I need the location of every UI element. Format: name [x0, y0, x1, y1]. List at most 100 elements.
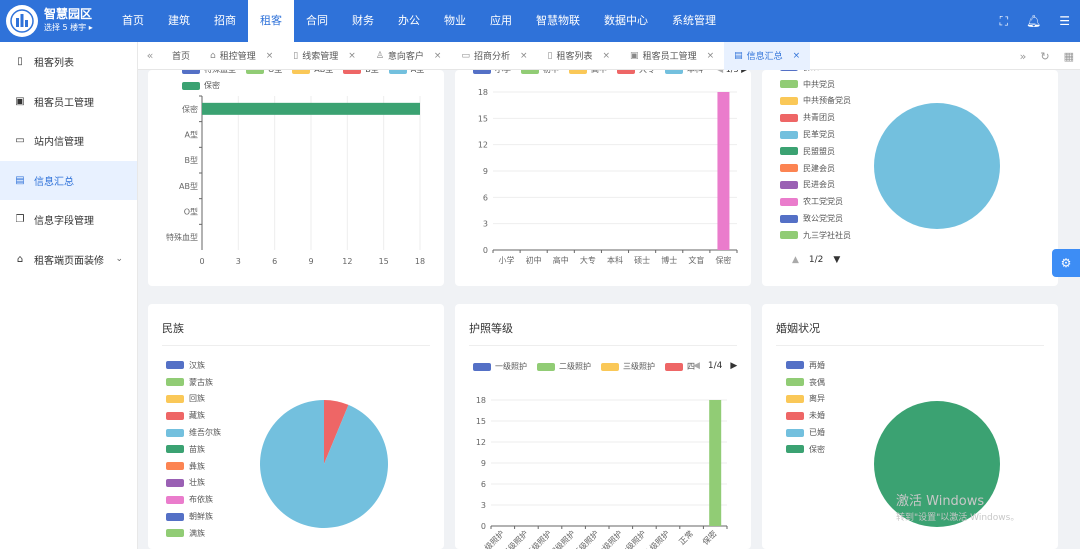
page-next-icon[interactable]: ▶	[730, 361, 738, 371]
tab-5[interactable]: ▯ 租客列表 ×	[538, 42, 621, 70]
legend-item[interactable]: 维吾尔族	[166, 424, 221, 441]
legend-item[interactable]: 农工党党员	[780, 193, 851, 210]
tab-1[interactable]: ⌂ 租控管理 ×	[200, 42, 283, 70]
bar[interactable]	[202, 102, 420, 115]
legend-item[interactable]: 一级照护	[473, 361, 527, 372]
legend-item[interactable]: 满族	[166, 525, 221, 542]
nav-item-7[interactable]: 物业	[444, 14, 466, 27]
grid-icon[interactable]: ▦	[1063, 49, 1074, 63]
sidebar-item-3[interactable]: ▤ 信息汇总	[0, 160, 137, 200]
nav-item-8[interactable]: 应用	[490, 14, 512, 27]
close-icon[interactable]: ×	[519, 50, 528, 61]
tab-2[interactable]: ▯ 线索管理 ×	[283, 42, 366, 70]
x-tick-label: 博士	[661, 255, 677, 265]
legend-item[interactable]: 汉族	[166, 357, 221, 374]
legend-item[interactable]: 蒙古族	[166, 374, 221, 391]
legend-item[interactable]: 再婚	[786, 357, 825, 374]
tab-4[interactable]: ▭ 招商分析 ×	[451, 42, 537, 70]
nav-item-4[interactable]: 合同	[306, 14, 328, 27]
tab-scroll-left-icon[interactable]: «	[146, 49, 154, 62]
nav-item-9[interactable]: 智慧物联	[536, 14, 580, 27]
tab-6[interactable]: ▣ 租客员工管理 ×	[620, 42, 724, 70]
pie-slice[interactable]	[874, 401, 1000, 527]
nav-item-1[interactable]: 建筑	[168, 14, 190, 27]
close-icon[interactable]: ×	[348, 50, 356, 61]
sidebar-item-4[interactable]: ❐ 信息字段管理	[0, 200, 137, 240]
legend-item[interactable]: 中共预备党员	[780, 93, 851, 110]
legend-item[interactable]: O型	[246, 70, 282, 75]
nav-item-5[interactable]: 财务	[352, 14, 374, 27]
legend-item[interactable]: 民进会员	[780, 177, 851, 194]
legend-item[interactable]: 未婚	[786, 407, 825, 424]
tab-7[interactable]: ▤ 信息汇总 ×	[724, 41, 811, 70]
legend-item[interactable]: 苗族	[166, 441, 221, 458]
legend-item[interactable]: 壮族	[166, 475, 221, 492]
legend-item[interactable]: B型	[343, 70, 379, 75]
page-prev-icon[interactable]: ◀	[717, 70, 726, 74]
fullscreen-icon[interactable]: ⛶	[999, 13, 1008, 28]
legend-item[interactable]: AB型	[292, 70, 333, 75]
legend-item[interactable]: 致公党党员	[780, 210, 851, 227]
legend-item[interactable]: 民革党员	[780, 126, 851, 143]
legend-item[interactable]: 四	[665, 361, 695, 372]
legend-item[interactable]: 民建会员	[780, 160, 851, 177]
pie-slice[interactable]	[874, 103, 1000, 229]
page-prev-icon[interactable]: ▲	[792, 255, 799, 265]
legend-item[interactable]: 已婚	[786, 424, 825, 441]
legend-item[interactable]: 高中	[569, 70, 607, 75]
legend-item[interactable]: 朝鲜族	[166, 508, 221, 525]
bar[interactable]	[709, 400, 722, 526]
legend-item[interactable]: 二级照护	[537, 361, 591, 372]
legend-item[interactable]: 民盟盟员	[780, 143, 851, 160]
close-icon[interactable]: ×	[792, 50, 801, 61]
tab-scroll-right-icon[interactable]: »	[1019, 49, 1027, 63]
nav-item-10[interactable]: 数据中心	[604, 14, 648, 27]
legend-item[interactable]: 保密	[786, 441, 825, 458]
sidebar-item-2[interactable]: ▭ 站内信管理	[0, 121, 137, 161]
nav-item-0[interactable]: 首页	[122, 14, 144, 27]
nav-item-2[interactable]: 招商	[214, 14, 236, 27]
nav-item-6[interactable]: 办公	[398, 14, 420, 27]
legend-item[interactable]: 大专	[617, 70, 655, 75]
legend-item[interactable]: 藏族	[166, 407, 221, 424]
tab-3[interactable]: ♙ 意向客户 ×	[366, 42, 452, 70]
legend-item[interactable]: 特殊血型	[182, 70, 236, 75]
pie-slice[interactable]	[324, 400, 349, 464]
page-next-icon[interactable]: ▼	[833, 255, 841, 265]
legend-item[interactable]: A型	[388, 70, 424, 75]
sidebar-item-0[interactable]: ▯ 租客列表	[0, 42, 137, 82]
sidebar-item-1[interactable]: ▣ 租客员工管理	[0, 82, 137, 122]
legend-item[interactable]: 初中	[521, 70, 559, 75]
pie-slice[interactable]	[260, 400, 389, 528]
close-icon[interactable]: ×	[433, 50, 442, 61]
bar[interactable]	[717, 92, 730, 250]
legend-item[interactable]: 共青团员	[780, 109, 851, 126]
nav-item-3[interactable]: 租客	[248, 0, 294, 42]
legend-item[interactable]: 布依族	[166, 491, 221, 508]
legend-item[interactable]: 中共党员	[780, 76, 851, 93]
close-icon[interactable]: ×	[265, 50, 274, 61]
legend-item[interactable]: 彝族	[166, 458, 221, 475]
legend-item[interactable]: 丧偶	[786, 374, 825, 391]
nav-item-11[interactable]: 系统管理	[672, 14, 716, 27]
sidebar-item-5[interactable]: ⌂ 租客端页面装修 ⌄	[0, 240, 137, 280]
blood-legend-secret[interactable]: 保密	[182, 80, 220, 91]
page-next-icon[interactable]: ▶	[739, 70, 747, 74]
page-prev-icon[interactable]: ◀	[693, 361, 700, 371]
legend-item[interactable]: 本科	[665, 70, 703, 75]
close-icon[interactable]: ×	[706, 50, 715, 61]
refresh-icon[interactable]: ↻	[1040, 49, 1050, 63]
building-selector[interactable]: 选择 5 楼宇 ▸	[44, 23, 93, 32]
bell-icon[interactable]: 🔔︎	[1026, 14, 1042, 28]
legend-item[interactable]: 离异	[786, 391, 825, 408]
legend-item[interactable]: 群众	[780, 70, 851, 76]
tab-0[interactable]: 首页	[162, 42, 200, 70]
settings-gear-icon[interactable]: ⚙	[1052, 249, 1080, 277]
close-icon[interactable]: ×	[602, 50, 611, 61]
legend-item[interactable]: 小学	[473, 70, 511, 75]
legend-item[interactable]: 九三学社社员	[780, 227, 851, 244]
legend-item[interactable]: 回族	[166, 391, 221, 408]
legend-item[interactable]: 三级照护	[601, 361, 655, 372]
menu-icon[interactable]: ☰	[1059, 14, 1070, 28]
app-logo[interactable]: 智慧园区 选择 5 楼宇 ▸	[0, 5, 110, 37]
